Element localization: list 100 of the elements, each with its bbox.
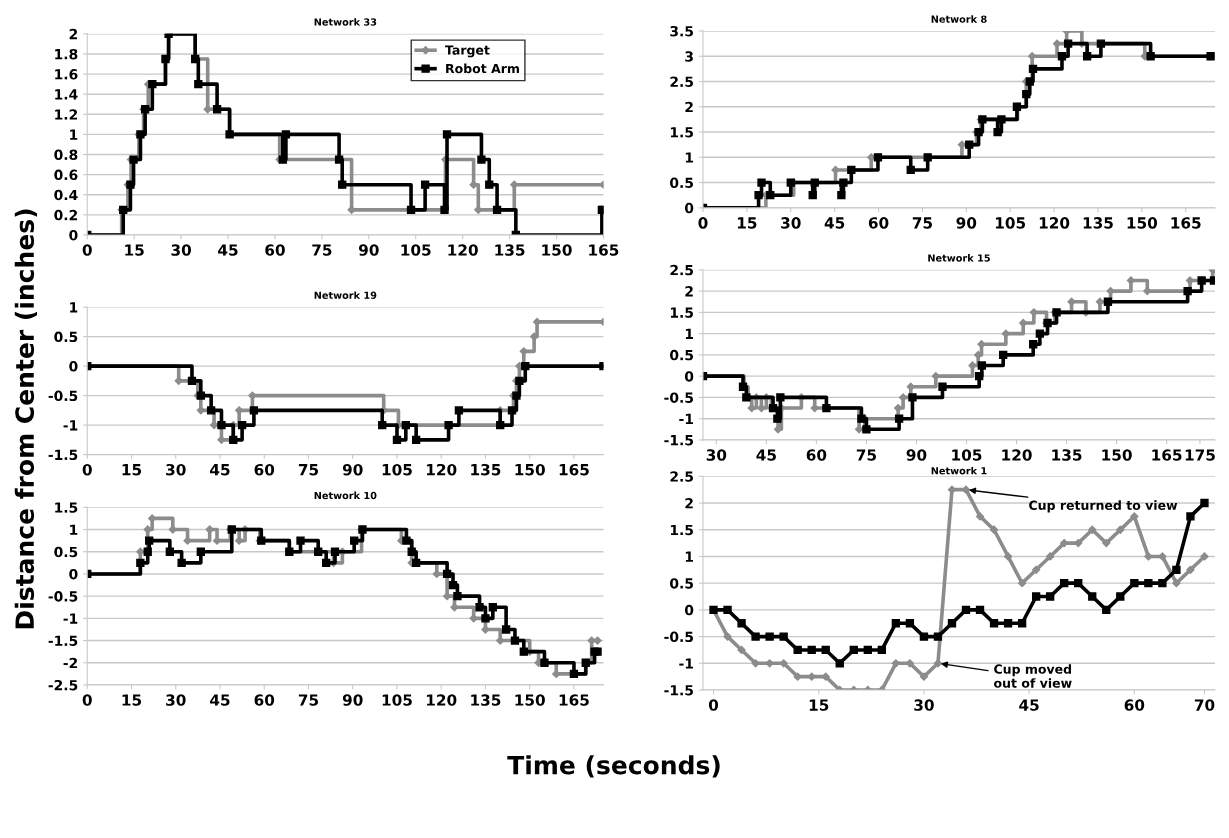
y-tick-label: 1.4 xyxy=(55,89,78,100)
x-tick-label: 0 xyxy=(698,217,708,229)
y-tick-label: 0 xyxy=(684,371,694,382)
x-tick-label: 0 xyxy=(82,463,92,476)
x-tick-label: 45 xyxy=(210,694,230,706)
x-tick-label: 15 xyxy=(737,217,757,229)
chart-title: Network 33 xyxy=(314,18,377,26)
x-tick-label: 30 xyxy=(781,217,801,229)
x-tick-label: 150 xyxy=(1102,449,1132,461)
x-tick-label: 60 xyxy=(265,244,285,256)
x-tick-label: 75 xyxy=(298,694,319,706)
x-tick-label: 120 xyxy=(1039,217,1070,229)
y-tick-label: -1 xyxy=(63,420,78,431)
x-tick-label: 135 xyxy=(471,463,501,476)
x-tick-label: 30 xyxy=(166,694,186,706)
y-tick-label: 0.5 xyxy=(54,546,78,558)
x-tick-label: 105 xyxy=(382,694,412,706)
y-tick-label: 1.6 xyxy=(55,69,78,80)
x-tick-label: 175 xyxy=(1185,449,1215,461)
y-tick-label: -1 xyxy=(679,658,694,669)
y-tick-label: 1 xyxy=(70,302,78,313)
x-tick-label: 60 xyxy=(254,463,275,476)
x-tick-label: 75 xyxy=(298,464,319,476)
y-tick-label: 0 xyxy=(69,568,78,580)
x-tick-label: 45 xyxy=(1019,699,1039,711)
x-tick-label: 135 xyxy=(1052,449,1082,461)
x-tick-label: 60 xyxy=(254,694,275,706)
y-tick-label: 0.4 xyxy=(54,189,78,201)
y-tick-label: 3.5 xyxy=(670,25,693,37)
annotation: Cup moved out of view xyxy=(994,664,1072,688)
y-tick-label: 0.6 xyxy=(54,169,78,181)
y-tick-label: 3 xyxy=(685,51,693,62)
y-tick-label: -1.5 xyxy=(48,449,78,461)
x-tick-label: 150 xyxy=(515,463,545,476)
y-tick-label: 1 xyxy=(685,551,694,562)
x-tick-label: 30 xyxy=(166,463,186,476)
y-tick-label: 1 xyxy=(70,129,78,140)
y-tick-label: -1 xyxy=(679,413,694,424)
y-tick-label: 1.5 xyxy=(55,502,78,513)
x-tick-label: 45 xyxy=(824,217,845,229)
y-tick-label: 2 xyxy=(685,498,693,509)
x-tick-label: 90 xyxy=(906,449,927,461)
x-tick-label: 120 xyxy=(426,463,457,476)
x-tick-label: 90 xyxy=(956,217,977,229)
y-tick-label: -0.5 xyxy=(664,392,693,403)
x-tick-label: 30 xyxy=(706,449,727,461)
x-tick-label: 30 xyxy=(171,244,192,256)
y-tick-label: 1.8 xyxy=(55,48,78,60)
x-tick-label: 90 xyxy=(342,694,363,706)
x-axis-title: Time (seconds) xyxy=(507,755,720,778)
chart-title: Network 8 xyxy=(931,15,987,23)
x-tick-label: 60 xyxy=(868,217,889,229)
x-tick-label: 105 xyxy=(995,217,1026,229)
y-tick-label: -0.5 xyxy=(664,631,693,643)
x-tick-label: 45 xyxy=(756,449,776,461)
y-tick-label: 1 xyxy=(70,524,78,535)
x-tick-label: 30 xyxy=(914,699,934,711)
x-tick-label: 105 xyxy=(401,244,431,256)
x-tick-label: 90 xyxy=(342,463,363,476)
x-tick-label: 75 xyxy=(856,449,876,461)
x-tick-label: 120 xyxy=(426,694,457,706)
x-tick-label: 120 xyxy=(448,244,478,256)
y-tick-label: 1.5 xyxy=(670,524,693,536)
y-tick-label: 0.8 xyxy=(54,149,78,160)
y-tick-label: 0.5 xyxy=(670,578,693,589)
x-tick-label: 15 xyxy=(809,699,829,711)
y-tick-label: 0 xyxy=(69,229,78,241)
x-tick-label: 70 xyxy=(1194,699,1215,711)
y-tick-label: -1.5 xyxy=(664,685,693,696)
x-tick-label: 60 xyxy=(1124,699,1145,711)
y-tick-label: 2.5 xyxy=(670,471,693,482)
chart-title: Network 1 xyxy=(931,466,987,475)
x-tick-label: 45 xyxy=(218,244,238,256)
y-tick-label: 2 xyxy=(685,286,693,297)
y-tick-label: 0 xyxy=(684,202,694,214)
x-tick-label: 105 xyxy=(382,463,412,476)
x-tick-label: 15 xyxy=(125,244,144,256)
y-tick-label: -1 xyxy=(63,613,78,624)
legend-label: Target xyxy=(445,45,490,58)
y-tick-label: -2.5 xyxy=(48,679,78,691)
y-tick-label: -1.5 xyxy=(48,635,78,647)
x-tick-label: 165 xyxy=(589,244,619,256)
y-tick-label: 0.5 xyxy=(670,349,693,361)
y-tick-label: 2 xyxy=(685,101,693,113)
x-tick-label: 15 xyxy=(122,694,142,706)
x-tick-label: 0 xyxy=(708,699,719,711)
x-tick-label: 135 xyxy=(1083,217,1113,229)
y-tick-label: 0 xyxy=(69,361,78,372)
y-tick-label: 0.5 xyxy=(670,177,693,189)
x-tick-label: 135 xyxy=(471,694,501,706)
x-tick-label: 135 xyxy=(495,244,525,256)
y-axis-title: Distance from Center (inches) xyxy=(14,209,38,629)
chart-title: Network 10 xyxy=(314,491,377,500)
x-tick-label: 0 xyxy=(82,694,92,706)
x-tick-label: 165 xyxy=(1152,449,1182,461)
y-tick-label: 2 xyxy=(69,28,78,40)
legend-label: Robot Arm xyxy=(446,63,519,74)
x-tick-label: 75 xyxy=(912,217,932,229)
chart-title: Network 15 xyxy=(928,254,990,262)
y-tick-label: -0.5 xyxy=(48,390,78,402)
